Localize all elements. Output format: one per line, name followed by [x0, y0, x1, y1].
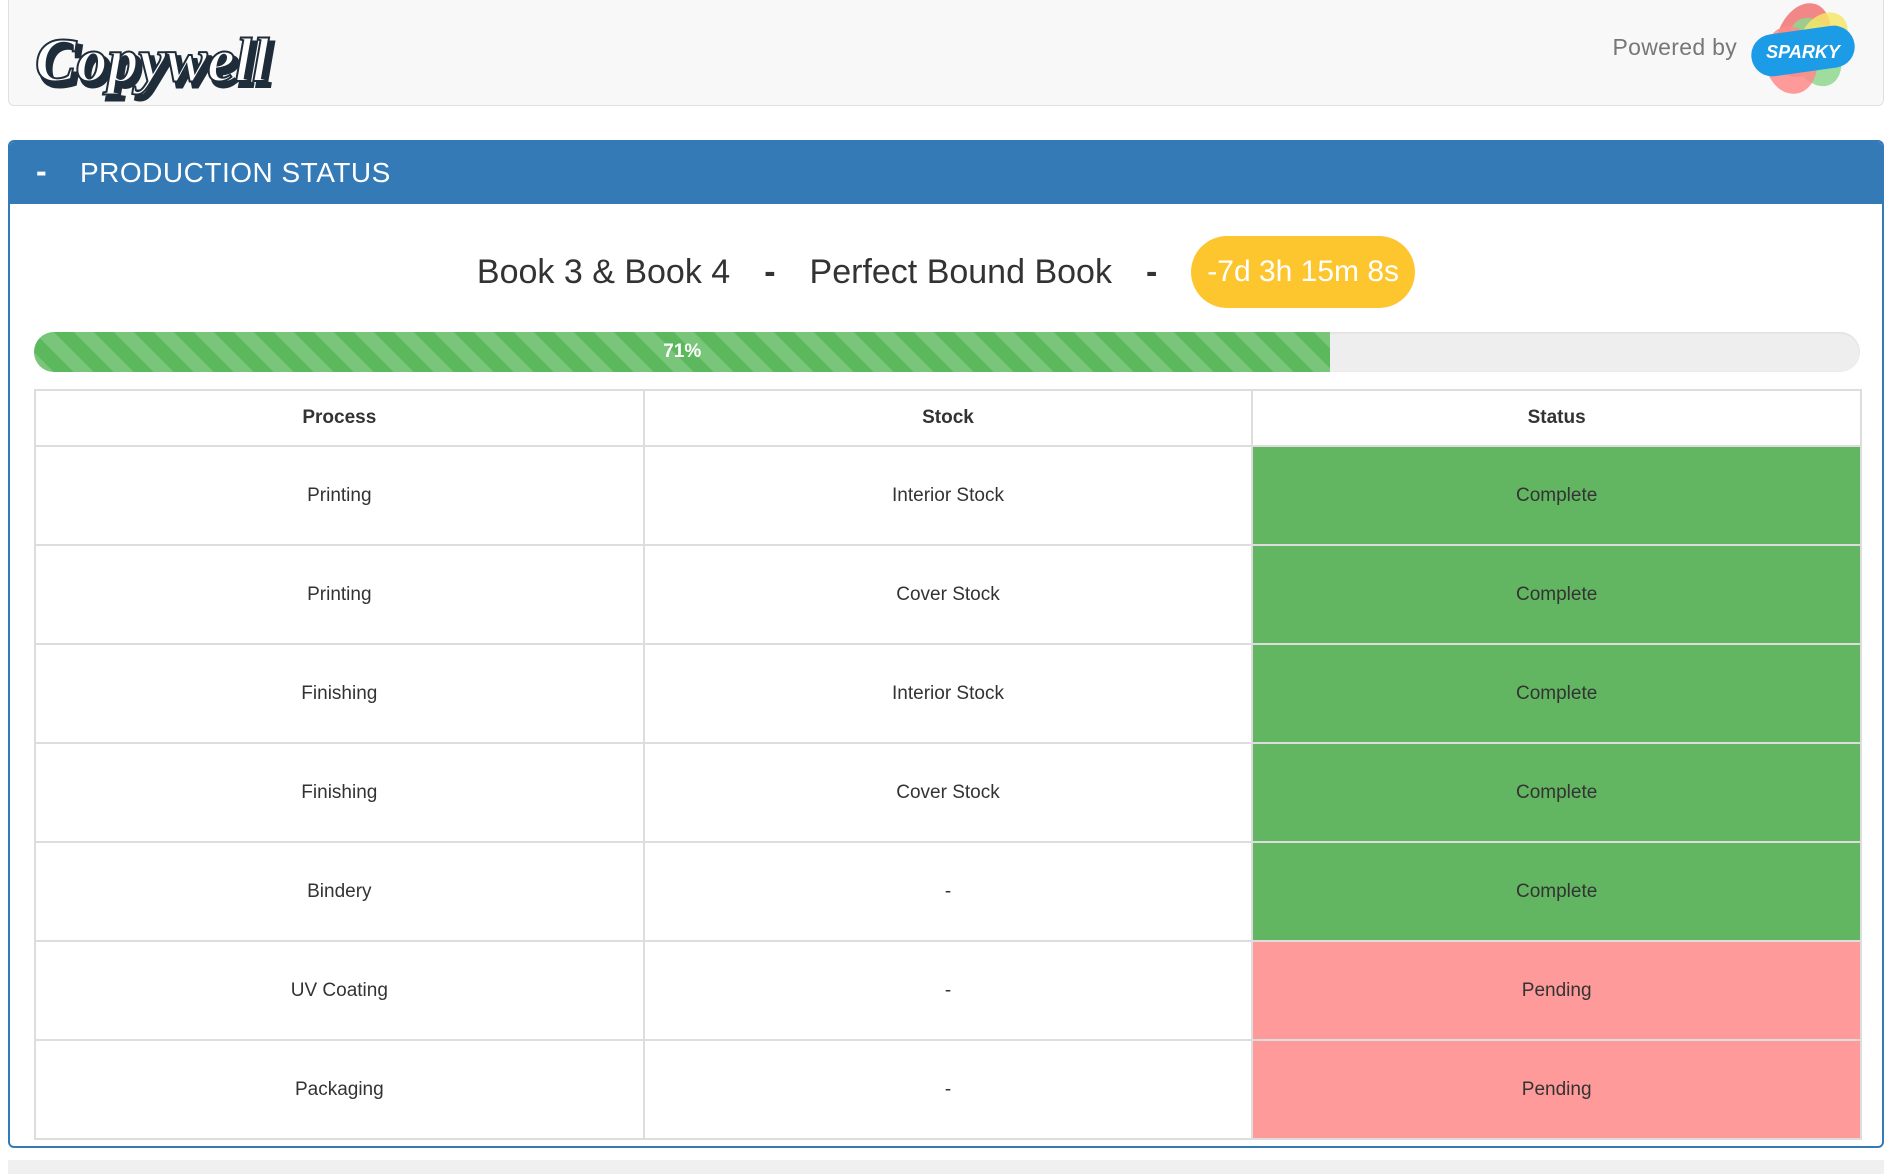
status-cell: Complete — [1251, 841, 1862, 942]
status-cell: Complete — [1251, 445, 1862, 546]
sparky-text: SPARKY — [1766, 42, 1842, 62]
stock-cell: Interior Stock — [642, 643, 1254, 744]
table-header-row: Process Stock Status — [34, 389, 1862, 447]
copywell-logo[interactable]: Copywell Copywell — [33, 18, 283, 118]
table-row: Packaging - Pending — [34, 1039, 1862, 1140]
stock-cell: - — [642, 1039, 1254, 1140]
footer-strip — [8, 1160, 1884, 1174]
stock-cell: Interior Stock — [642, 445, 1254, 546]
job-name: Book 3 & Book 4 — [476, 252, 731, 291]
stock-cell: - — [642, 841, 1254, 942]
status-cell: Complete — [1251, 643, 1862, 744]
status-table: Process Stock Status Printing Interior S… — [34, 389, 1862, 1140]
progress-bar: 71% — [34, 332, 1331, 372]
job-separator: - — [1145, 252, 1158, 291]
process-cell: Finishing — [34, 742, 645, 843]
column-header-status: Status — [1251, 389, 1862, 447]
process-cell: UV Coating — [34, 940, 645, 1041]
column-header-stock: Stock — [642, 389, 1254, 447]
process-cell: Printing — [34, 544, 645, 645]
logo-text: Copywell — [35, 27, 270, 95]
panel-heading[interactable]: - PRODUCTION STATUS — [10, 142, 1882, 204]
column-header-process: Process — [34, 389, 645, 447]
sparky-logo[interactable]: SPARKY — [1743, 0, 1863, 106]
table-row: Printing Cover Stock Complete — [34, 544, 1862, 645]
process-cell: Bindery — [34, 841, 645, 942]
status-cell: Pending — [1251, 1039, 1862, 1140]
stock-cell: - — [642, 940, 1254, 1041]
process-cell: Finishing — [34, 643, 645, 744]
job-product: Perfect Bound Book — [809, 252, 1112, 291]
panel-title: PRODUCTION STATUS — [80, 157, 391, 188]
process-cell: Printing — [34, 445, 645, 546]
process-cell: Packaging — [34, 1039, 645, 1140]
table-row: Bindery - Complete — [34, 841, 1862, 942]
table-row: UV Coating - Pending — [34, 940, 1862, 1041]
collapse-toggle[interactable]: - — [36, 153, 47, 189]
status-cell: Pending — [1251, 940, 1862, 1041]
table-row: Printing Interior Stock Complete — [34, 445, 1862, 546]
top-header: Copywell Copywell Powered by SPARKY — [8, 0, 1884, 106]
stock-cell: Cover Stock — [642, 544, 1254, 645]
powered-by-label: Powered by — [1612, 34, 1737, 60]
stock-cell: Cover Stock — [642, 742, 1254, 843]
status-cell: Complete — [1251, 544, 1862, 645]
status-cell: Complete — [1251, 742, 1862, 843]
progress-label: 71% — [663, 341, 702, 362]
timer-badge: -7d 3h 15m 8s — [1191, 236, 1416, 308]
table-row: Finishing Interior Stock Complete — [34, 643, 1862, 744]
logo-text-shadow: Copywell — [39, 32, 274, 100]
production-status-panel: - PRODUCTION STATUS Book 3 & Book 4 - Pe… — [8, 140, 1884, 1148]
progress-track: 71% — [34, 332, 1860, 372]
job-separator: - — [764, 252, 776, 291]
job-summary: Book 3 & Book 4 - Perfect Bound Book - -… — [10, 236, 1882, 308]
table-row: Finishing Cover Stock Complete — [34, 742, 1862, 843]
